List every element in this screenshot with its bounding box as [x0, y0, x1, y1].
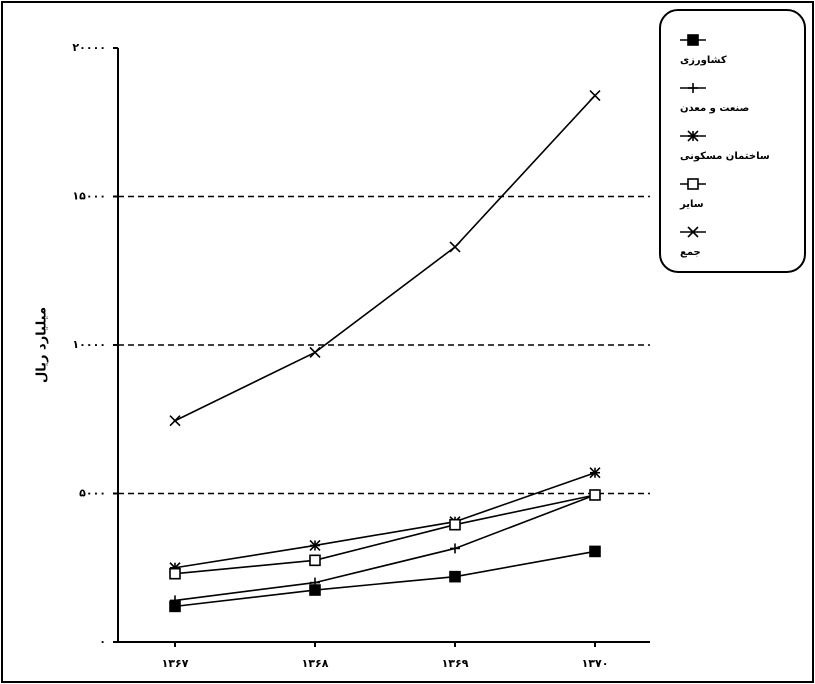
chart: میلیارد ریال ۰ ۵۰۰۰ ۱۰۰۰۰ ۱۵۰۰۰ ۲۰۰۰۰ ۱۳۶۷ ۱۳۶…	[0, 0, 815, 684]
x-tick-label: ۱۳۷۰	[582, 657, 609, 670]
marker	[170, 569, 180, 579]
marker	[688, 179, 698, 189]
marker	[310, 347, 320, 357]
series-line	[175, 495, 595, 600]
y-tick-label: ۱۰۰۰۰	[72, 338, 106, 351]
y-tick-label: ۱۵۰۰۰	[72, 190, 106, 203]
marker	[688, 131, 698, 141]
y-tick-label: ۵۰۰۰	[79, 487, 106, 500]
legend-label: ساختمان مسکونی	[680, 151, 770, 162]
y-axis-label: میلیارد ریال	[35, 307, 50, 383]
marker	[170, 416, 180, 426]
marker	[590, 546, 600, 556]
marker	[590, 490, 600, 500]
marker	[450, 572, 460, 582]
series-line	[175, 473, 595, 568]
legend-label: جمع	[680, 247, 701, 258]
marker	[310, 540, 320, 550]
legend-label: صنعت و معدن	[680, 103, 749, 114]
x-tick-label: ۱۳۶۷	[162, 657, 189, 670]
legend-label: کشاورزی	[680, 55, 727, 66]
legend-label: سایر	[679, 199, 704, 210]
series-line	[175, 551, 595, 606]
x-tick-label: ۱۳۶۸	[302, 657, 329, 670]
marker	[310, 555, 320, 565]
marker	[450, 242, 460, 252]
marker	[590, 468, 600, 478]
marker	[688, 35, 698, 45]
x-tick-label: ۱۳۶۹	[442, 657, 469, 670]
y-tick-label: ۲۰۰۰۰	[72, 41, 106, 54]
marker	[450, 543, 460, 553]
marker	[590, 91, 600, 101]
marker	[450, 520, 460, 530]
series-line	[175, 96, 595, 421]
y-tick-label: ۰	[99, 635, 106, 648]
